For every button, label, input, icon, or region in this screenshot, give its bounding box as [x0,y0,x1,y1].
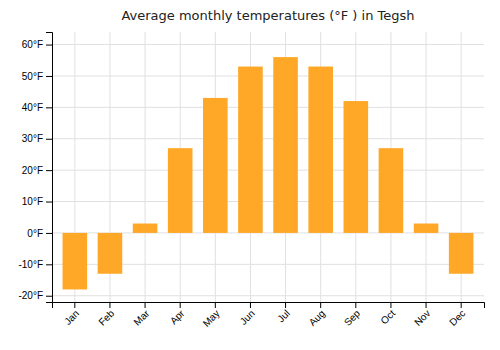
x-tick-label: Apr [168,307,187,326]
bar [203,98,228,233]
y-tick-mark [46,233,52,234]
x-tick-label: Sep [342,307,363,328]
x-axis: Jan Feb Mar Apr May Jun Jul Aug Sep Oct Nov Dec [53,302,485,329]
x-tick-label: May [201,308,222,329]
x-tick-mark [426,302,427,308]
x-tick-mark [320,302,321,308]
y-tick: 20°F [22,165,52,176]
grid-line-y [52,107,484,108]
y-tick-label: 30°F [22,133,43,144]
grid-line-y [52,75,484,76]
y-tick-mark [46,264,52,265]
y-axis: -20°F -10°F 0°F 10°F 20°F 30°F 40°F 50°F 60°F [18,33,52,303]
y-tick-label: 20°F [22,165,43,176]
x-tick-label: Jan [62,308,81,327]
y-tick-label: 10°F [22,196,43,207]
x-tick-mark [109,302,110,308]
bar [238,67,263,233]
y-tick: 40°F [22,102,52,113]
y-axis-line [46,33,53,303]
x-tick-mark [390,302,391,308]
y-tick: 10°F [22,196,52,207]
y-tick: 50°F [22,71,52,82]
bar [63,233,88,290]
x-tick-mark [215,302,216,308]
x-tick-mark [145,302,146,308]
plot-area: -20°F -10°F 0°F 10°F 20°F 30°F 40°F 50°F 60°F Jan… [18,32,484,329]
bar [414,224,439,233]
grid-line-y [52,170,484,171]
y-tick-label: -10°F [18,259,43,270]
x-tick: Oct [379,302,398,326]
y-tick-mark [46,76,52,77]
y-tick-mark [46,107,52,108]
grid-line-y [52,201,484,202]
bar [133,224,158,233]
y-tick-label: -20°F [18,290,43,301]
bar [379,148,404,233]
bar [344,101,369,233]
chart-container: -20°F -10°F 0°F 10°F 20°F 30°F 40°F 50°F 60°F Jan… [0,0,500,350]
y-tick-label: 50°F [22,71,43,82]
x-tick-label: Dec [447,308,467,328]
x-tick-label: Mar [131,307,151,327]
x-tick-mark [461,302,462,308]
bar [308,67,333,233]
y-tick-mark [46,45,52,46]
y-tick-label: 60°F [22,39,43,50]
x-tick: Nov [412,302,432,328]
y-tick-label: 40°F [22,102,43,113]
chart-svg: -20°F -10°F 0°F 10°F 20°F 30°F 40°F 50°F 60°F Jan… [0,0,500,350]
x-tick-label: Jun [238,308,257,327]
x-tick-mark [285,302,286,308]
x-axis-line [53,303,485,309]
x-tick-label: Nov [412,308,432,328]
bar [168,148,193,233]
grid [52,32,484,302]
x-tick-label: Jul [275,308,292,325]
grid-line-x [145,32,146,302]
x-tick-mark [355,302,356,308]
y-tick-mark [46,170,52,171]
y-tick: -10°F [18,259,52,270]
y-tick-label: 0°F [27,228,43,239]
x-tick: Jul [275,302,292,324]
x-tick-mark [250,302,251,308]
x-tick-label: Feb [96,307,116,327]
y-tick-mark [46,296,52,297]
grid-line-y [52,138,484,139]
bar [98,233,123,274]
bar [449,233,474,274]
grid-line-x [426,32,427,302]
x-tick: Mar [131,302,151,328]
x-tick: Sep [342,302,363,328]
grid-line-y [52,44,484,45]
x-tick-mark [74,302,75,308]
x-tick: Aug [307,302,327,328]
y-tick-mark [46,139,52,140]
bars [63,57,474,289]
y-tick: 60°F [22,39,52,50]
x-tick: Jan [62,302,81,327]
y-tick-mark [46,202,52,203]
x-tick: Feb [96,302,116,328]
x-tick-mark [180,302,181,308]
x-tick: Jun [238,302,257,327]
x-tick: May [201,302,222,329]
chart-title: Average monthly temperatures (°F ) in Te… [121,8,414,23]
x-tick-label: Aug [307,308,327,328]
x-tick: Apr [168,302,187,326]
y-tick: -20°F [18,290,52,301]
x-tick-label: Oct [379,308,398,327]
grid-line-y [52,295,484,296]
y-tick: 0°F [27,228,52,239]
x-tick: Dec [447,302,467,328]
bar [273,57,298,233]
y-tick: 30°F [22,133,52,144]
